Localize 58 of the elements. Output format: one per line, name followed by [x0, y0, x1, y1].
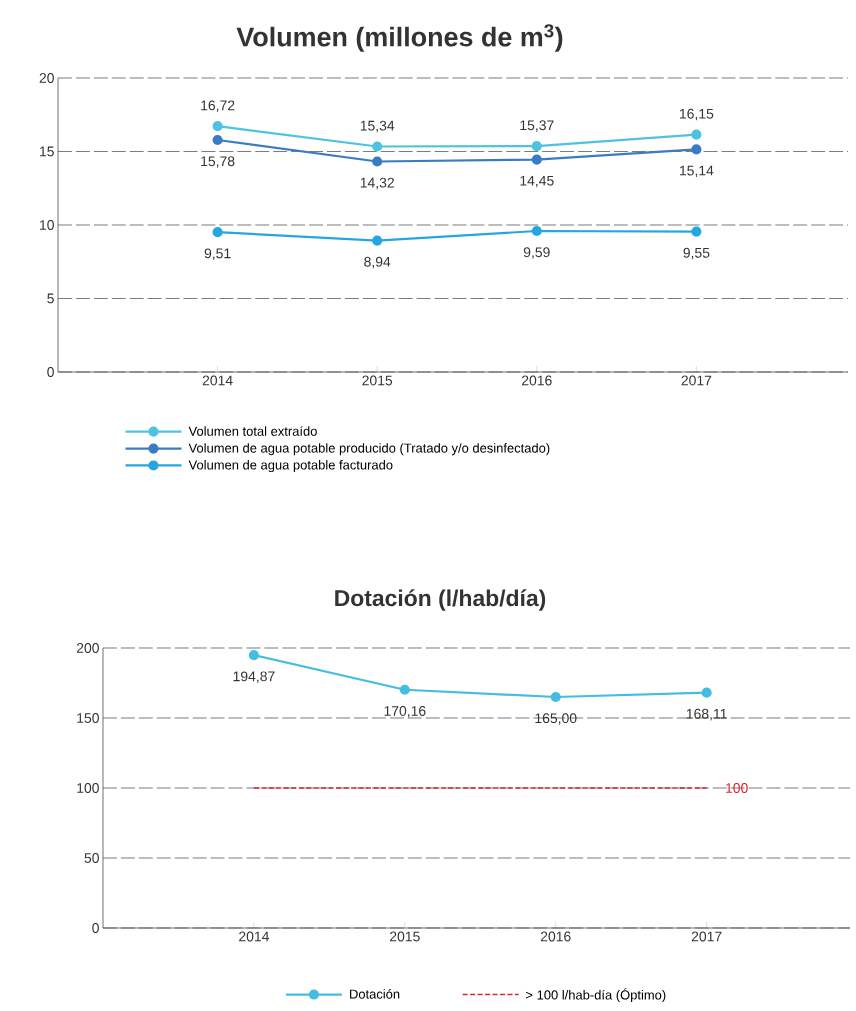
point: [399, 684, 410, 695]
x-tick-label: 2015: [362, 375, 393, 386]
point: [372, 141, 383, 152]
data-label: 100: [726, 783, 748, 793]
legend-label: Volumen total extraído: [188, 426, 317, 436]
data-label: 14,32: [360, 177, 394, 190]
point: [550, 691, 561, 703]
y-tick-label: 10: [40, 220, 54, 230]
y-tick-label: 0: [92, 923, 99, 933]
data-label: 170,16: [384, 706, 426, 718]
y-tick-label: 5: [47, 293, 54, 304]
x-tick-label: 2016: [540, 931, 571, 942]
point: [248, 650, 259, 661]
x-tick-label: 2017: [681, 375, 712, 386]
x-tick-label: 2016: [521, 375, 552, 386]
data-label: 16,72: [201, 100, 235, 112]
legend-label: Dotación: [350, 989, 400, 999]
x-tick-label: 2014: [202, 375, 233, 386]
y-tick-label: 15: [40, 146, 54, 157]
legend-label: Volumen de agua potable producido (Tratado y/o desinfectado): [188, 443, 550, 456]
data-label: 9,51: [204, 248, 231, 260]
x-tick-label: 2017: [691, 931, 722, 942]
data-label: 9,59: [523, 247, 550, 259]
legend-label: Volumen de agua potable facturado: [188, 460, 393, 473]
chart-title: Dotación (l/hab/día): [335, 589, 546, 611]
data-label: 15,34: [360, 120, 395, 133]
point: [691, 129, 702, 140]
data-label: 168,11: [686, 708, 727, 721]
data-label: 15,78: [201, 156, 235, 168]
point: [691, 226, 702, 237]
y-tick-label: 200: [76, 643, 99, 653]
point: [372, 235, 383, 246]
point: [531, 154, 542, 165]
data-label: 194,87: [233, 671, 275, 683]
point: [212, 227, 223, 238]
chart-title: Volumen (millones de m$^{3}$): [236, 24, 563, 52]
y-tick-label: 20: [39, 73, 54, 83]
y-tick-label: 50: [84, 853, 99, 863]
point: [372, 156, 383, 167]
x-tick-label: 2014: [239, 931, 269, 942]
y-tick-label: 100: [77, 783, 99, 793]
point: [212, 134, 223, 146]
point: [701, 687, 712, 698]
x-tick-label: 2015: [390, 931, 420, 942]
data-label: 14,45: [520, 175, 554, 188]
point: [691, 144, 702, 155]
data-label: 9,55: [683, 247, 710, 260]
data-label: 15,37: [520, 120, 554, 132]
data-label: 15,14: [680, 165, 714, 178]
y-tick-label: 0: [47, 367, 54, 377]
data-label: 165,00: [535, 713, 577, 725]
point: [212, 121, 223, 132]
data-label: 16,15: [680, 108, 714, 121]
point: [531, 140, 542, 152]
y-tick-label: 150: [77, 713, 99, 723]
data-label: 8,94: [364, 256, 391, 269]
point: [531, 225, 542, 237]
legend-label: > 100 l/hab-día (Óptimo): [526, 988, 666, 1003]
